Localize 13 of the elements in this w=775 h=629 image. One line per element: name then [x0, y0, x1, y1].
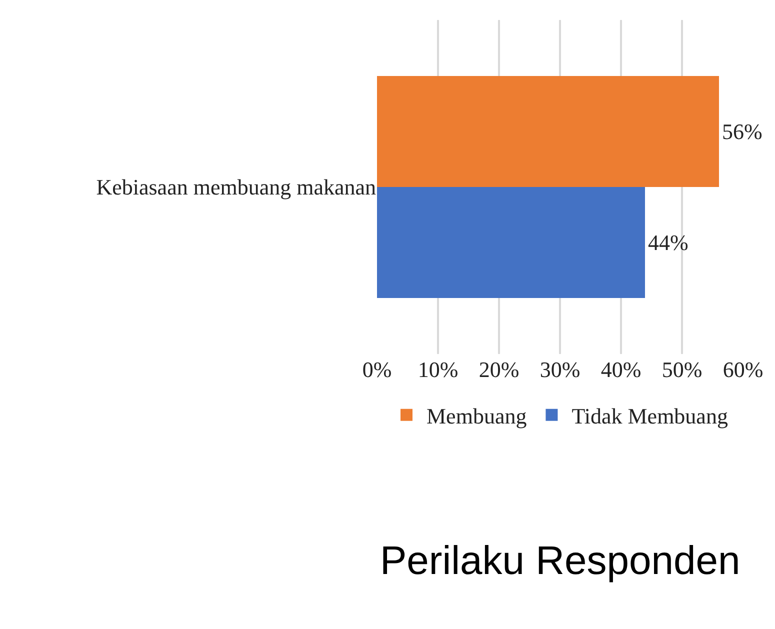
x-tick-label: 20%	[478, 357, 520, 382]
y-tick-label: Kebiasaan membuang makanan	[96, 174, 376, 200]
legend-label: Membuang	[426, 403, 527, 428]
x-tick-label: 0%	[362, 357, 392, 382]
text: Perilaku Responden	[380, 539, 740, 583]
x-tick-label: 10%	[418, 357, 458, 382]
data-label: 56%	[722, 119, 762, 144]
legend-label: Tidak Membuang	[572, 403, 728, 428]
x-tick-label: 40%	[600, 357, 642, 382]
data-label: 44%	[648, 230, 688, 255]
x-tick-label: 50%	[662, 357, 702, 382]
x-tick-label: 30%	[540, 357, 580, 382]
x-tick-label: 60%	[722, 357, 764, 382]
